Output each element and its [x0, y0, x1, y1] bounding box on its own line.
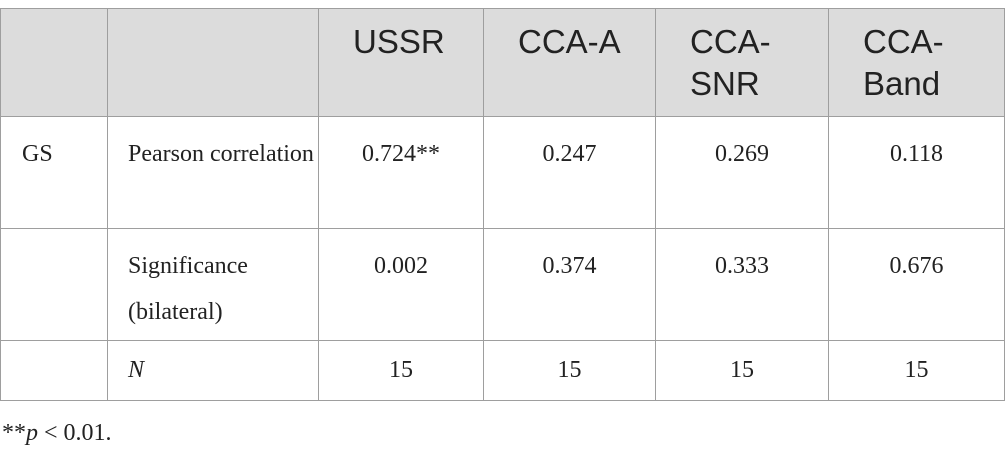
- header-cell: USSR: [318, 8, 484, 117]
- group-cell: GS: [0, 116, 108, 229]
- table-body: GS Pearson correlation 0.724** 0.247 0.269 0.…: [0, 116, 1005, 401]
- label-cell: N: [107, 340, 319, 401]
- group-label: GS: [22, 141, 53, 167]
- header-cell: CCA-Band: [828, 8, 1005, 117]
- footnote-p: p: [26, 420, 38, 446]
- column-header: CCA-A: [518, 23, 621, 60]
- row-label: Significance (bilateral): [128, 253, 248, 325]
- value-cell: 15: [483, 340, 656, 401]
- cell-value: 15: [904, 357, 929, 383]
- cell-value: 0.002: [374, 253, 428, 279]
- value-cell: 0.118: [828, 116, 1005, 229]
- table-row: GS Pearson correlation 0.724** 0.247 0.269 0.…: [0, 116, 1005, 229]
- cell-value: 0.374: [542, 253, 597, 279]
- header-cell: CCA-A: [483, 8, 656, 117]
- header-cell: [0, 8, 108, 117]
- row-label: N: [128, 357, 145, 383]
- value-cell: 0.247: [483, 116, 656, 229]
- header-cell: [107, 8, 319, 117]
- column-header: CCA-Band: [863, 23, 944, 102]
- value-cell: 15: [828, 340, 1005, 401]
- row-label: Pearson correlation: [128, 141, 314, 167]
- header-cell: CCA-SNR: [655, 8, 829, 117]
- label-cell: Pearson correlation: [107, 116, 319, 229]
- value-cell: 15: [655, 340, 829, 401]
- value-cell: 0.002: [318, 228, 484, 341]
- value-cell: 0.269: [655, 116, 829, 229]
- value-cell: 0.676: [828, 228, 1005, 341]
- footnote-stars: **: [2, 420, 26, 446]
- data-table: USSR CCA-A CCA-SNR CCA-Band GS Pearson corre…: [0, 8, 1005, 401]
- group-cell: [0, 340, 108, 401]
- cell-value: 15: [557, 357, 582, 383]
- value-cell: 0.374: [483, 228, 656, 341]
- label-cell: Significance (bilateral): [107, 228, 319, 341]
- footnote: **p < 0.01.: [2, 420, 112, 447]
- value-cell: 0.724**: [318, 116, 484, 229]
- cell-value: 15: [389, 357, 413, 383]
- cell-value: 0.676: [889, 253, 944, 279]
- cell-value: 0.247: [542, 141, 597, 167]
- cell-value: 15: [730, 357, 754, 383]
- table-row: Significance (bilateral) 0.002 0.374 0.333 0…: [0, 228, 1005, 341]
- cell-value: 0.724**: [362, 141, 440, 167]
- header-row: USSR CCA-A CCA-SNR CCA-Band: [0, 8, 1005, 117]
- cell-value: 0.269: [715, 141, 769, 167]
- table-row: N 15 15 15 15: [0, 340, 1005, 401]
- cell-value: 0.333: [715, 253, 769, 279]
- footnote-text: < 0.01.: [38, 420, 112, 446]
- column-header: CCA-SNR: [690, 23, 771, 102]
- cell-value: 0.118: [889, 141, 944, 167]
- value-cell: 15: [318, 340, 484, 401]
- value-cell: 0.333: [655, 228, 829, 341]
- column-header: USSR: [353, 23, 445, 60]
- group-cell: [0, 228, 108, 341]
